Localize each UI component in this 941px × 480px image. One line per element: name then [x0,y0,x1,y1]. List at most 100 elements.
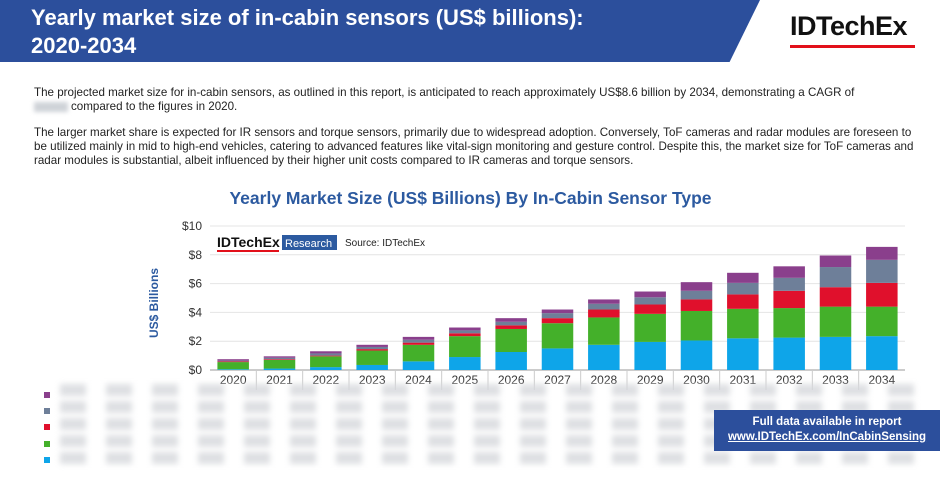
bar-segment [217,362,249,370]
report-link[interactable]: www.IDTechEx.com/InCabinSensing [727,431,927,443]
bar-segment [217,361,249,363]
bar-segment [773,290,805,309]
bar-segment [541,348,574,370]
callout-text: Full data available in report [752,416,902,428]
page-title: Yearly market size of in-cabin sensors (… [31,5,584,58]
intro-paragraph-1: The projected market size for in-cabin s… [34,86,914,114]
x-tick-label: 2028 [590,373,617,387]
bar-segment [727,338,759,370]
legend-swatch-5 [44,392,50,398]
x-tick-label: 2034 [868,373,895,387]
bar-segment [634,297,666,305]
idtechex-logo: IDTechEx [790,11,908,41]
y-tick-label: $0 [189,363,203,377]
logo-underline [790,45,915,48]
bar-segment [356,344,388,347]
bar-segment [310,353,342,356]
x-tick-label: 2032 [776,373,803,387]
bar-segment [588,299,620,304]
x-tick-label: 2030 [683,373,710,387]
bar-segment [866,336,898,370]
x-tick-label: 2026 [498,373,525,387]
bar-segment [727,308,759,339]
full-data-callout[interactable]: Full data available in report www.IDTech… [714,410,940,451]
bar-segment [541,309,574,314]
x-tick-label: 2027 [544,373,571,387]
bar-segment [495,321,527,326]
x-tick-label: 2029 [637,373,664,387]
y-tick-label: $8 [189,248,203,262]
bar-segment [866,259,898,283]
x-tick-label: 2033 [822,373,849,387]
x-tick-label: 2022 [312,373,339,387]
bar-segment [217,359,249,361]
intro-text-1b: compared to the figures in 2020. [71,100,238,113]
bar-segment [263,359,296,369]
bar-segment [217,360,249,362]
bar-segment [727,272,759,283]
bar-segment [449,336,481,358]
bar-segment [819,287,852,307]
bar-segment [819,306,852,337]
bar-segment [263,368,296,370]
bar-segment [773,308,805,338]
intro-paragraph-2: The larger market share is expected for … [34,126,914,167]
legend-swatch-3 [44,424,50,430]
bar-segment [588,344,620,370]
bar-segment [588,309,620,318]
y-tick-label: $2 [189,334,203,348]
bar-segment [634,304,666,314]
bar-segment [402,342,435,345]
bar-segment [449,327,481,331]
x-tick-label: 2024 [405,373,432,387]
bar-segment [217,369,249,370]
bar-segment [402,361,435,370]
bar-segment [356,364,388,370]
bar-segment [866,246,898,260]
x-tick-label: 2031 [729,373,756,387]
bar-segment [588,317,620,345]
bar-segment [819,267,852,288]
bar-segment [680,310,713,341]
bar-segment [634,341,666,370]
bar-segment [866,306,898,337]
bar-segment [727,282,759,295]
bar-segment [541,318,574,324]
title-banner [0,0,760,62]
intro-text-1: The projected market size for in-cabin s… [34,86,855,99]
bar-segment [356,350,388,365]
bar-segment [495,318,527,322]
bar-segment [773,277,805,291]
y-axis-label: US$ Billions [147,268,161,338]
bar-segment [541,313,574,319]
bar-segment [680,282,713,291]
y-tick-label: $4 [189,305,203,319]
x-tick-label: 2021 [266,373,293,387]
redacted-cagr [34,101,68,112]
bar-segment [634,313,666,342]
bar-segment [495,328,527,352]
bar-segment [402,336,435,340]
bar-segment [449,333,481,337]
bar-segment [773,266,805,278]
chart-source: Source: IDTechEx [345,238,425,249]
bar-segment [402,339,435,343]
bar-segment [495,325,527,329]
bar-segment [819,255,852,268]
chart-title: Yearly Market Size (US$ Billions) By In-… [229,188,712,208]
watermark-tag-bg [282,235,337,250]
bar-segment [310,355,342,357]
bar-segment [310,351,342,354]
y-tick-label: $10 [182,219,202,233]
bar-segment [680,340,713,370]
blurred-data-table [60,384,920,470]
x-tick-label: 2023 [359,373,386,387]
x-tick-label: 2025 [451,373,478,387]
bar-segment [356,346,388,350]
bar-segment [727,294,759,309]
watermark-tag: Research [285,238,332,250]
bar-segment [773,337,805,370]
bar-segment [588,303,620,310]
bar-segment [819,336,852,370]
